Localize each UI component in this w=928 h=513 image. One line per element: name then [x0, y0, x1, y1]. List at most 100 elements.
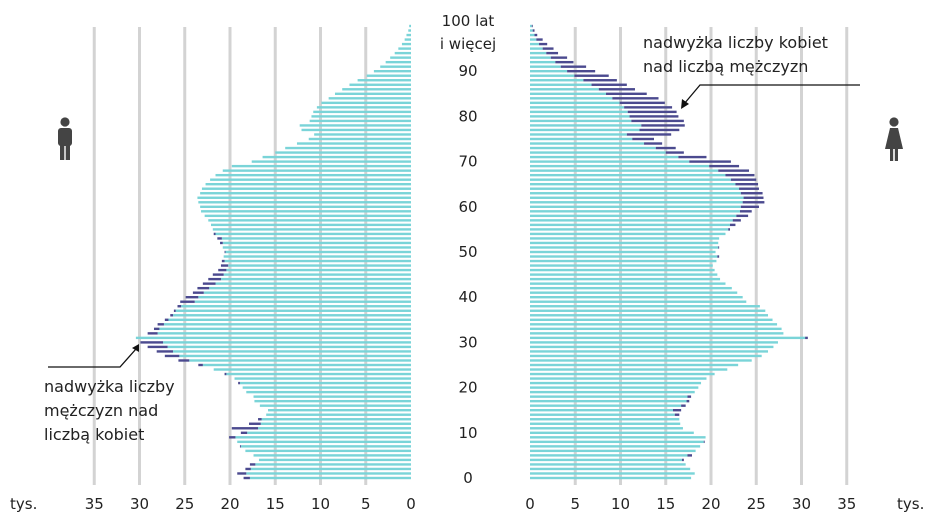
women-bar: [530, 259, 717, 263]
men-bar: [314, 133, 411, 136]
women-bar: [530, 440, 704, 444]
men-bar: [237, 440, 411, 444]
men-bar: [215, 282, 411, 285]
women-bar: [530, 282, 726, 285]
women-excess-bar: [674, 413, 680, 416]
women-annotation-line2: nad liczbą mężczyzn: [643, 57, 808, 76]
women-x-tick-label: 30: [792, 495, 811, 513]
men-excess-bar: [180, 300, 195, 303]
women-bar: [530, 286, 732, 290]
men-bar: [205, 183, 411, 186]
women-excess-bar: [739, 187, 759, 190]
men-bar: [181, 305, 411, 308]
men-bars: [135, 24, 411, 480]
women-bar: [530, 74, 575, 77]
men-bar: [357, 79, 411, 82]
women-bar: [530, 24, 532, 28]
women-excess-bar: [639, 128, 680, 132]
women-excess-bar: [655, 146, 676, 150]
women-bar: [530, 60, 556, 64]
men-excess-bar: [173, 309, 176, 312]
men-excess-bar: [231, 427, 259, 430]
women-x-tick-label: 10: [611, 495, 630, 513]
women-excess-bar: [626, 133, 672, 136]
women-excess-bar: [718, 246, 720, 249]
men-excess-bar: [212, 273, 224, 276]
men-bar: [209, 286, 411, 290]
women-bar: [530, 264, 713, 267]
men-excess-bar: [147, 332, 158, 335]
women-bar: [530, 223, 731, 227]
men-excess-bar: [147, 345, 168, 349]
women-annotation-line1: nadwyżka liczby kobiet: [643, 33, 828, 52]
women-excess-bar: [567, 70, 596, 73]
men-bar: [299, 124, 411, 127]
men-bar: [203, 291, 411, 294]
women-bar: [530, 436, 706, 439]
women-bar: [530, 29, 533, 32]
women-bar: [530, 47, 543, 50]
women-excess-bar: [644, 142, 663, 145]
men-annotation-arrowhead: [132, 344, 139, 352]
women-bar: [530, 277, 721, 281]
women-bar: [530, 142, 645, 145]
men-bar: [258, 458, 411, 462]
age-tick-label: 70: [458, 153, 477, 171]
women-bar: [530, 65, 561, 68]
women-bar: [530, 368, 728, 371]
women-excess-bar: [681, 404, 686, 407]
men-excess-bar: [249, 463, 256, 466]
women-bar: [530, 241, 719, 245]
women-bar: [530, 341, 778, 344]
men-excess-bar: [249, 422, 261, 425]
men-bar: [198, 296, 411, 299]
women-unit-label: tys.: [897, 495, 924, 513]
women-x-tick-label: 35: [837, 495, 856, 513]
women-bar: [530, 300, 747, 303]
men-annotation-line3: liczbą kobiet: [44, 425, 144, 444]
men-bar: [159, 327, 411, 331]
women-excess-bar: [532, 29, 535, 32]
women-x-tick-label: 0: [525, 495, 535, 513]
women-bar: [530, 106, 625, 109]
women-bar: [530, 219, 733, 222]
women-bar: [530, 232, 726, 236]
men-excess-bar: [153, 327, 160, 331]
age-tick-label: 20: [458, 379, 477, 397]
men-bar: [225, 250, 411, 254]
men-excess-bar: [213, 232, 216, 236]
women-bar: [530, 318, 773, 321]
men-bar: [328, 97, 411, 100]
women-excess-bar: [536, 38, 543, 41]
age-tick-label: 50: [458, 243, 477, 261]
women-bar: [530, 395, 688, 398]
women-excess-bar: [612, 97, 659, 100]
women-excess-bar: [629, 115, 679, 118]
men-bar: [249, 476, 411, 480]
women-bar: [530, 268, 715, 272]
women-excess-bar: [730, 178, 757, 181]
women-bar: [530, 88, 599, 91]
age-top-label-line2: i więcej: [440, 35, 496, 53]
women-excess-bar: [689, 160, 731, 163]
men-x-tick-label: 5: [361, 495, 371, 513]
women-bar: [530, 201, 743, 204]
women-bar: [530, 332, 784, 335]
men-bar: [210, 223, 411, 227]
women-x-tick-label: 5: [570, 495, 580, 513]
men-bar: [167, 345, 411, 349]
women-bar: [530, 476, 692, 480]
women-bar: [530, 314, 769, 317]
men-excess-bar: [157, 323, 164, 326]
men-bar: [221, 237, 411, 240]
men-excess-bar: [140, 341, 164, 344]
men-excess-bar: [197, 286, 210, 290]
men-x-axis-ticks: 35 30 25 20 15 10 5 0: [85, 495, 416, 513]
women-excess-bar: [598, 88, 635, 91]
women-bar: [530, 83, 592, 86]
men-bar: [316, 106, 411, 109]
women-excess-bar: [740, 192, 763, 195]
men-bar: [234, 377, 411, 380]
women-bar: [530, 210, 740, 213]
women-bar: [530, 56, 551, 59]
